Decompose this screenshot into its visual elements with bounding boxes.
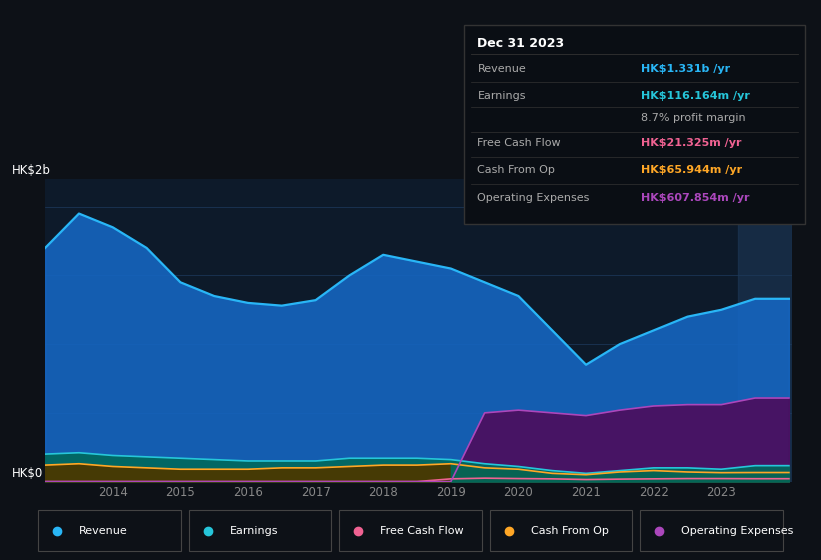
Text: Free Cash Flow: Free Cash Flow [478,138,561,148]
Text: Free Cash Flow: Free Cash Flow [380,526,464,535]
Text: Operating Expenses: Operating Expenses [681,526,793,535]
FancyBboxPatch shape [489,510,632,551]
Text: Dec 31 2023: Dec 31 2023 [478,37,565,50]
Text: HK$1.331b /yr: HK$1.331b /yr [641,64,730,74]
FancyBboxPatch shape [640,510,783,551]
Text: Revenue: Revenue [79,526,128,535]
Text: HK$607.854m /yr: HK$607.854m /yr [641,193,750,203]
Text: HK$21.325m /yr: HK$21.325m /yr [641,138,741,148]
FancyBboxPatch shape [38,510,181,551]
Text: HK$116.164m /yr: HK$116.164m /yr [641,91,750,101]
Text: Revenue: Revenue [478,64,526,74]
Bar [738,179,792,482]
FancyBboxPatch shape [339,510,482,551]
FancyBboxPatch shape [464,25,805,224]
Text: HK$0: HK$0 [12,466,44,480]
FancyBboxPatch shape [189,510,332,551]
Text: Operating Expenses: Operating Expenses [478,193,589,203]
Text: HK$2b: HK$2b [12,164,51,178]
Text: Earnings: Earnings [230,526,278,535]
Text: Cash From Op: Cash From Op [530,526,608,535]
Text: 8.7% profit margin: 8.7% profit margin [641,113,745,123]
Text: HK$65.944m /yr: HK$65.944m /yr [641,165,742,175]
Text: Earnings: Earnings [478,91,526,101]
Text: Cash From Op: Cash From Op [478,165,555,175]
